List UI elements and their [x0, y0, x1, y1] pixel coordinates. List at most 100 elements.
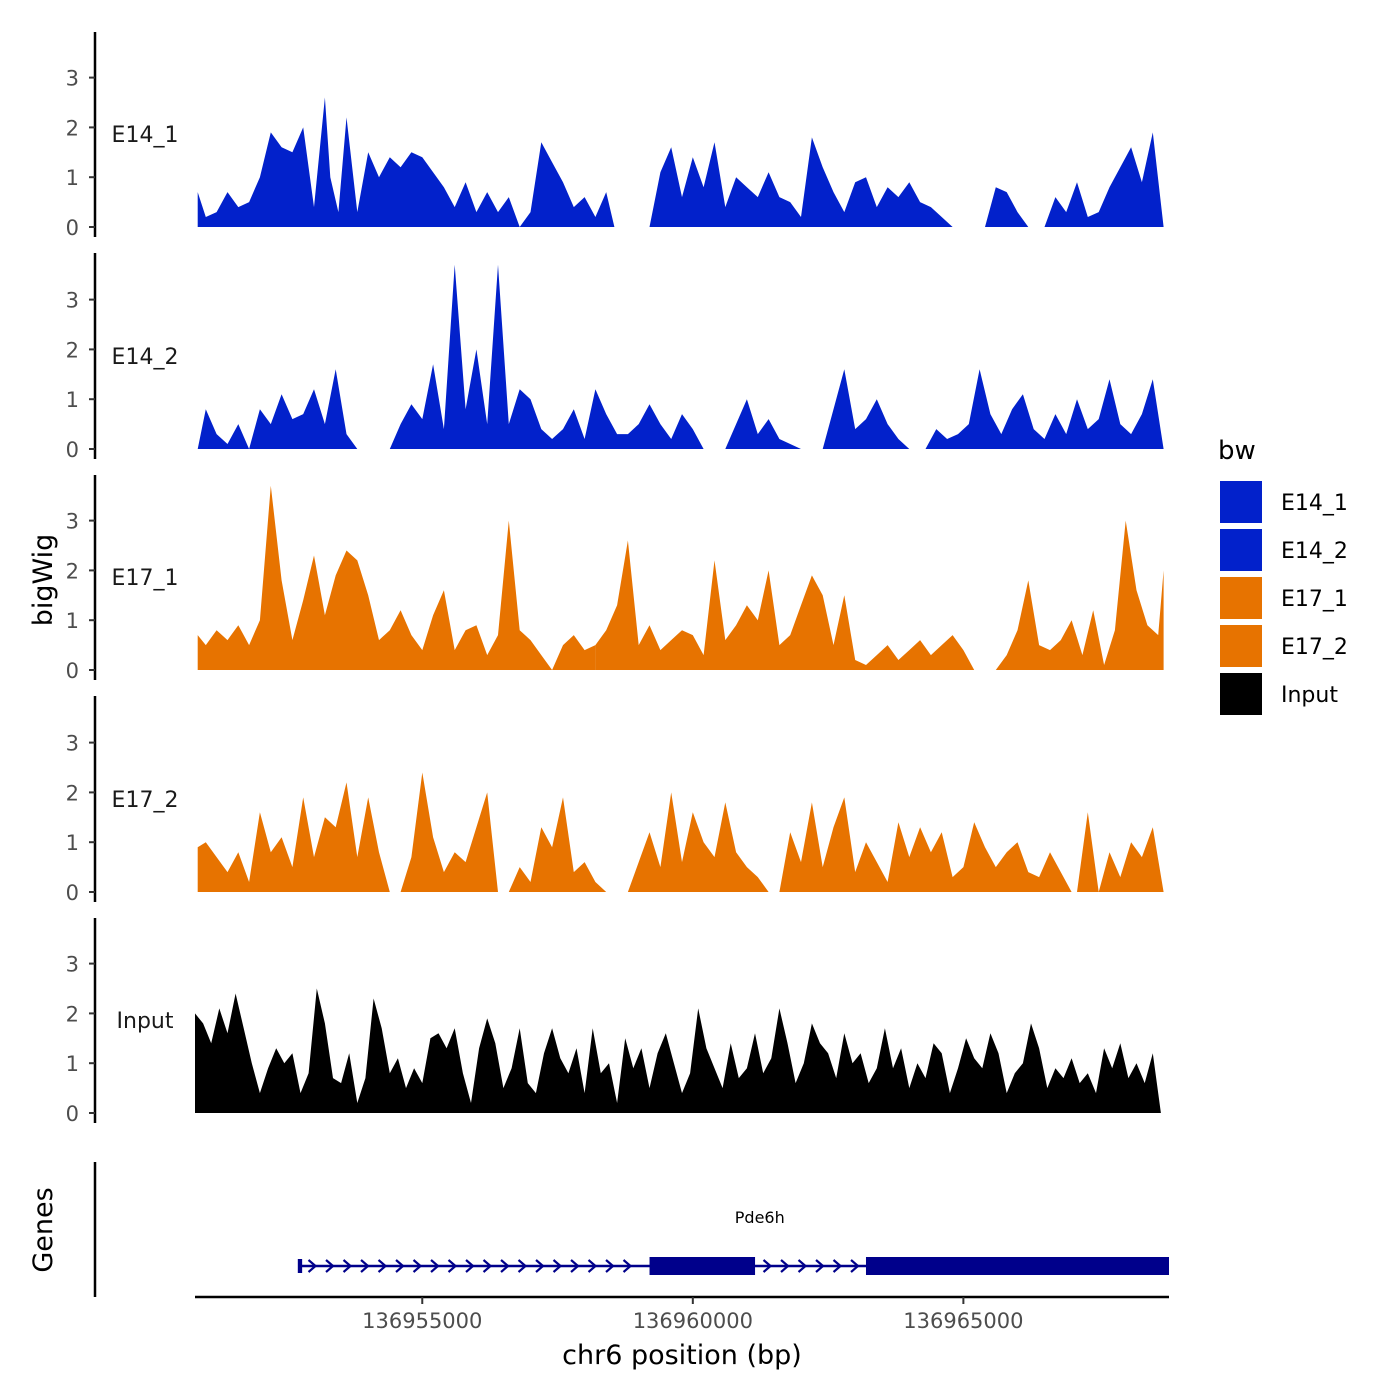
x-axis-tick-label: 136960000 [633, 1309, 753, 1333]
gene-strand-arrow [307, 1259, 318, 1273]
coverage-area-e14-1-3 [985, 187, 1029, 227]
legend: bw E14_1 E14_2 E17_1 E17_2 Input [1218, 436, 1348, 717]
track-e17-2-y-tick-label: 3 [66, 732, 79, 756]
legend-key-e17-1 [1218, 575, 1264, 621]
track-e14-1: 0 1 2 3 E14_1 [66, 32, 1164, 240]
genes-panel: Genes Pde6h [28, 1162, 1169, 1297]
gene-strand-arrow [535, 1259, 545, 1273]
coverage-area-e14-2-2 [389, 264, 704, 449]
track-e17-2-y-tick-label: 2 [66, 781, 79, 805]
legend-label-input: Input [1281, 683, 1338, 708]
track-e14-2-y-tick-label: 0 [66, 438, 79, 462]
x-axis-tick-label: 136965000 [903, 1309, 1023, 1333]
track-e14-1-y-tick-label: 3 [66, 67, 79, 91]
legend-title: bw [1218, 436, 1256, 466]
gene-strand-arrow [850, 1259, 860, 1273]
legend-label-e17-2: E17_2 [1281, 635, 1348, 660]
gene-strand-arrow [412, 1259, 423, 1273]
legend-key-e14-2 [1218, 527, 1264, 573]
track-label-e14-2: E14_2 [112, 345, 179, 370]
track-e14-2: 0 1 2 3 E14_2 [66, 253, 1164, 462]
gene-strand-arrow [762, 1259, 773, 1273]
track-e17-1-y-tick-label: 2 [66, 559, 79, 583]
gene-exon [297, 1259, 303, 1273]
gene-strand-arrow [342, 1259, 353, 1273]
track-input-y-tick-label: 3 [66, 953, 79, 977]
gene-strand-arrow [797, 1259, 808, 1273]
legend-key-e17-2 [1218, 623, 1264, 669]
track-e14-2-y-tick-label: 2 [66, 338, 79, 362]
gene-strand-arrow [815, 1259, 825, 1273]
coverage-area-e17-1-3 [995, 520, 1164, 670]
legend-label-e17-1: E17_1 [1281, 587, 1348, 612]
gene-strand-arrow [570, 1259, 580, 1273]
legend-key-input [1218, 671, 1264, 717]
track-e17-1: 0 1 2 3 E17_1 [66, 475, 1164, 683]
track-e14-1-y-tick-label: 0 [66, 216, 79, 240]
track-e17-2: 0 1 2 3 E17_2 [66, 696, 1164, 905]
gene-strand-arrow [360, 1259, 370, 1273]
gene-strand-arrow [482, 1259, 493, 1273]
track-e17-1-y-tick-label: 0 [66, 659, 79, 683]
gene-strand-arrow [395, 1259, 405, 1273]
track-e14-2-y-tick-label: 1 [66, 388, 79, 412]
track-e17-2-y-tick-label: 1 [66, 831, 79, 855]
gene-strand-arrow [465, 1259, 475, 1273]
coverage-area-e17-1-1 [197, 485, 596, 670]
coverage-area-e17-2-3 [508, 797, 607, 892]
gene-strand-arrow [832, 1259, 843, 1273]
x-axis-title: chr6 position (bp) [562, 1340, 802, 1371]
coverage-area-e17-1-2 [595, 540, 975, 670]
gene-strand-arrow [605, 1259, 615, 1273]
coverage-area-e14-1-2 [649, 137, 953, 227]
coverage-area-e17-2-1 [197, 782, 390, 892]
track-input-y-tick-label: 2 [66, 1002, 79, 1026]
gene-exon [649, 1257, 756, 1275]
coverage-area-e14-1-4 [1044, 132, 1164, 227]
x-axis-tick-label: 136955000 [362, 1309, 482, 1333]
genes-panel-title: Genes [28, 1187, 59, 1272]
coverage-area-e17-2-4 [627, 792, 769, 892]
coverage-area-e14-1-1 [197, 97, 615, 227]
gene-strand-arrow [430, 1259, 440, 1273]
gene-strand-arrow [325, 1259, 335, 1273]
track-label-e17-1: E17_1 [112, 566, 179, 591]
gene-strand-arrow [587, 1259, 598, 1273]
coverage-area-e17-2-2 [400, 772, 498, 892]
gene-exon [865, 1257, 1169, 1275]
coverage-area-e14-2-1 [197, 369, 358, 449]
coverage-area-e14-2-5 [925, 369, 1164, 449]
legend-label-e14-1: E14_1 [1281, 491, 1348, 516]
coverage-area-input-1 [195, 988, 1161, 1113]
track-input-y-tick-label: 0 [66, 1102, 79, 1126]
track-label-e14-1: E14_1 [112, 123, 179, 148]
coverage-area-e14-2-4 [822, 369, 910, 449]
gene-strand-arrow [552, 1259, 563, 1273]
y-axis-title: bigWig [28, 534, 59, 627]
track-e17-1-y-tick-label: 3 [66, 510, 79, 534]
gene-strand-arrow [780, 1259, 790, 1273]
gene-pde6h: Pde6h [297, 1208, 1169, 1275]
tracks-group: 0 1 2 3 E14_1 0 1 2 3 E14_2 0 1 2 3 E17_1 0 1 2 3 E17_2 0 1 2 3… [66, 32, 1164, 1126]
gene-strand-arrow [377, 1259, 388, 1273]
track-e17-2-y-tick-label: 0 [66, 881, 79, 905]
legend-key-e14-1 [1218, 479, 1264, 525]
track-e14-1-y-tick-label: 2 [66, 116, 79, 140]
gene-strand-arrow [622, 1259, 633, 1273]
track-e17-1-y-tick-label: 1 [66, 609, 79, 633]
legend-label-e14-2: E14_2 [1281, 539, 1348, 564]
track-input-y-tick-label: 1 [66, 1052, 79, 1076]
track-e14-1-y-tick-label: 1 [66, 166, 79, 190]
coverage-area-e14-2-3 [725, 399, 801, 449]
gene-strand-arrow [500, 1259, 510, 1273]
track-input: 0 1 2 3 Input [66, 918, 1161, 1126]
coverage-area-e17-2-5 [779, 797, 1072, 892]
coverage-area-e17-2-6 [1077, 812, 1164, 892]
track-label-e17-2: E17_2 [112, 788, 179, 813]
gene-label-pde6h: Pde6h [735, 1208, 785, 1227]
x-axis: chr6 position (bp) 136955000 136960000 136… [195, 1295, 1169, 1371]
gene-strand-arrow [447, 1259, 458, 1273]
gene-strand-arrow [517, 1259, 528, 1273]
track-e14-2-y-tick-label: 3 [66, 289, 79, 313]
